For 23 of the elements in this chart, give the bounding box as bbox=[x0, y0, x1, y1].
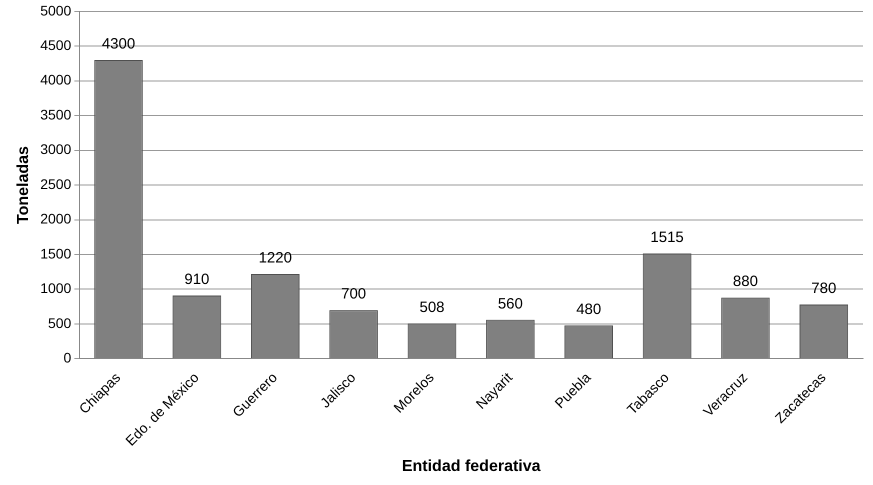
y-tick-label: 1000 bbox=[40, 280, 72, 296]
x-axis-title: Entidad federativa bbox=[402, 458, 541, 475]
data-label: 560 bbox=[498, 295, 523, 312]
data-label: 780 bbox=[811, 280, 836, 298]
data-label: 700 bbox=[341, 286, 366, 303]
data-label: 880 bbox=[732, 273, 758, 290]
y-tick-label: 3000 bbox=[40, 141, 72, 158]
data-label: 910 bbox=[184, 271, 210, 288]
data-label: 1515 bbox=[650, 229, 684, 246]
data-label: 1220 bbox=[258, 250, 292, 267]
y-axis-title: Toneladas bbox=[15, 146, 32, 224]
data-label: 508 bbox=[419, 299, 445, 316]
y-tick-label: 2000 bbox=[40, 210, 72, 227]
y-tick-label: 0 bbox=[64, 350, 72, 366]
y-tick-label: 3500 bbox=[40, 106, 72, 122]
data-label: 480 bbox=[576, 300, 602, 318]
y-tick-label: 4000 bbox=[40, 72, 72, 88]
y-tick-label: 500 bbox=[48, 314, 72, 331]
y-tick-label: 5000 bbox=[40, 2, 72, 18]
y-tick-label: 4500 bbox=[40, 36, 72, 53]
y-tick-label: 1500 bbox=[40, 245, 72, 262]
data-label: 4300 bbox=[102, 36, 136, 53]
y-tick-label: 2500 bbox=[40, 176, 72, 192]
